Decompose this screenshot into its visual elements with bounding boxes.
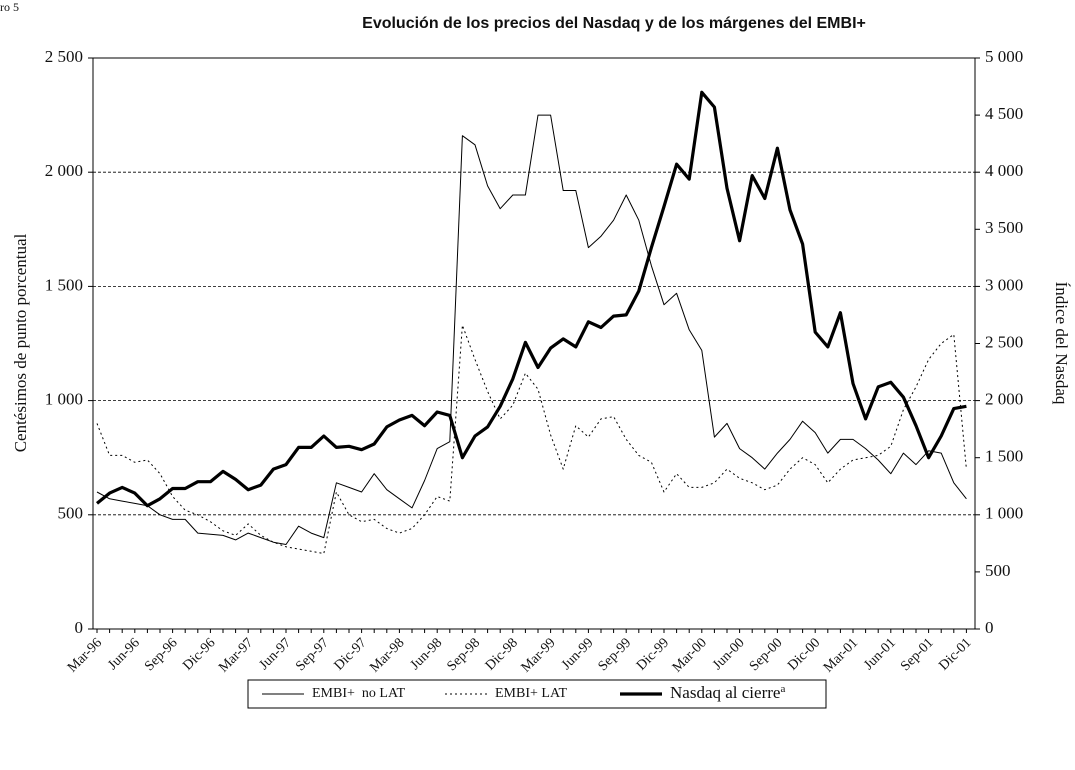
legend-label: EMBI+ LAT bbox=[495, 686, 568, 701]
corner-note: ro 5 bbox=[0, 0, 19, 14]
y2-tick-label: 0 bbox=[985, 618, 994, 637]
y-tick-label: 500 bbox=[58, 504, 84, 523]
x-tick-label: Jun-99 bbox=[559, 635, 597, 673]
x-tick-label: Dic-97 bbox=[332, 635, 370, 673]
y2-tick-label: 2 500 bbox=[985, 332, 1023, 351]
x-tick-label: Mar-98 bbox=[367, 635, 407, 675]
y-tick-label: 1 500 bbox=[45, 275, 83, 294]
x-tick-label: Jun-97 bbox=[257, 635, 295, 673]
x-tick-label: Sep-00 bbox=[747, 635, 786, 674]
x-tick-label: Sep-99 bbox=[596, 635, 635, 674]
y2-tick-label: 3 000 bbox=[985, 275, 1023, 294]
x-tick-label: Dic-01 bbox=[936, 635, 974, 673]
x-tick-label: Mar-96 bbox=[65, 635, 105, 675]
y-tick-label: 1 000 bbox=[45, 390, 83, 409]
y2-tick-label: 4 000 bbox=[985, 161, 1023, 180]
x-tick-label: Mar-00 bbox=[670, 635, 710, 675]
y2-tick-label: 5 000 bbox=[985, 47, 1023, 66]
x-tick-label: Sep-97 bbox=[293, 635, 332, 674]
legend-label: Nasdaq al cierrea bbox=[670, 683, 785, 702]
y-axis-label: Centésimos de punto porcentual bbox=[11, 233, 30, 452]
y2-tick-label: 1 500 bbox=[985, 447, 1023, 466]
x-tick-label: Sep-96 bbox=[142, 635, 181, 674]
legend-footnote: a bbox=[780, 683, 785, 695]
y2-axis-label: Índice del Nasdaq bbox=[1052, 282, 1071, 405]
series-line bbox=[96, 324, 967, 555]
y2-tick-label: 2 000 bbox=[985, 390, 1023, 409]
x-tick-label: Dic-00 bbox=[785, 635, 823, 673]
series-line bbox=[95, 90, 967, 508]
y2-tick-label: 500 bbox=[985, 561, 1011, 580]
x-tick-label: Dic-99 bbox=[634, 635, 672, 673]
y2-tick-label: 1 000 bbox=[985, 504, 1023, 523]
x-tick-label: Mar-99 bbox=[519, 635, 559, 675]
y-tick-label: 2 000 bbox=[45, 161, 83, 180]
x-tick-label: Mar-01 bbox=[821, 635, 861, 675]
x-tick-label: Sep-98 bbox=[444, 635, 483, 674]
x-tick-label: Mar-97 bbox=[216, 635, 256, 675]
legend-label: EMBI+ no LAT bbox=[312, 686, 406, 701]
x-tick-label: Jun-96 bbox=[105, 635, 143, 673]
y-tick-label: 2 500 bbox=[45, 47, 83, 66]
series-line bbox=[96, 114, 967, 545]
legend-box bbox=[247, 679, 827, 709]
y-tick-label: 0 bbox=[75, 618, 84, 637]
y2-tick-label: 4 500 bbox=[985, 104, 1023, 123]
chart-title: Evolución de los precios del Nasdaq y de… bbox=[362, 15, 866, 32]
plot-frame bbox=[92, 57, 976, 630]
x-tick-label: Jun-98 bbox=[408, 635, 446, 673]
x-tick-label: Dic-96 bbox=[180, 635, 218, 673]
x-tick-label: Jun-00 bbox=[710, 635, 748, 673]
x-tick-label: Dic-98 bbox=[483, 635, 521, 673]
x-tick-label: Jun-01 bbox=[861, 635, 899, 673]
y2-tick-label: 3 500 bbox=[985, 218, 1023, 237]
x-tick-label: Sep-01 bbox=[898, 635, 937, 674]
